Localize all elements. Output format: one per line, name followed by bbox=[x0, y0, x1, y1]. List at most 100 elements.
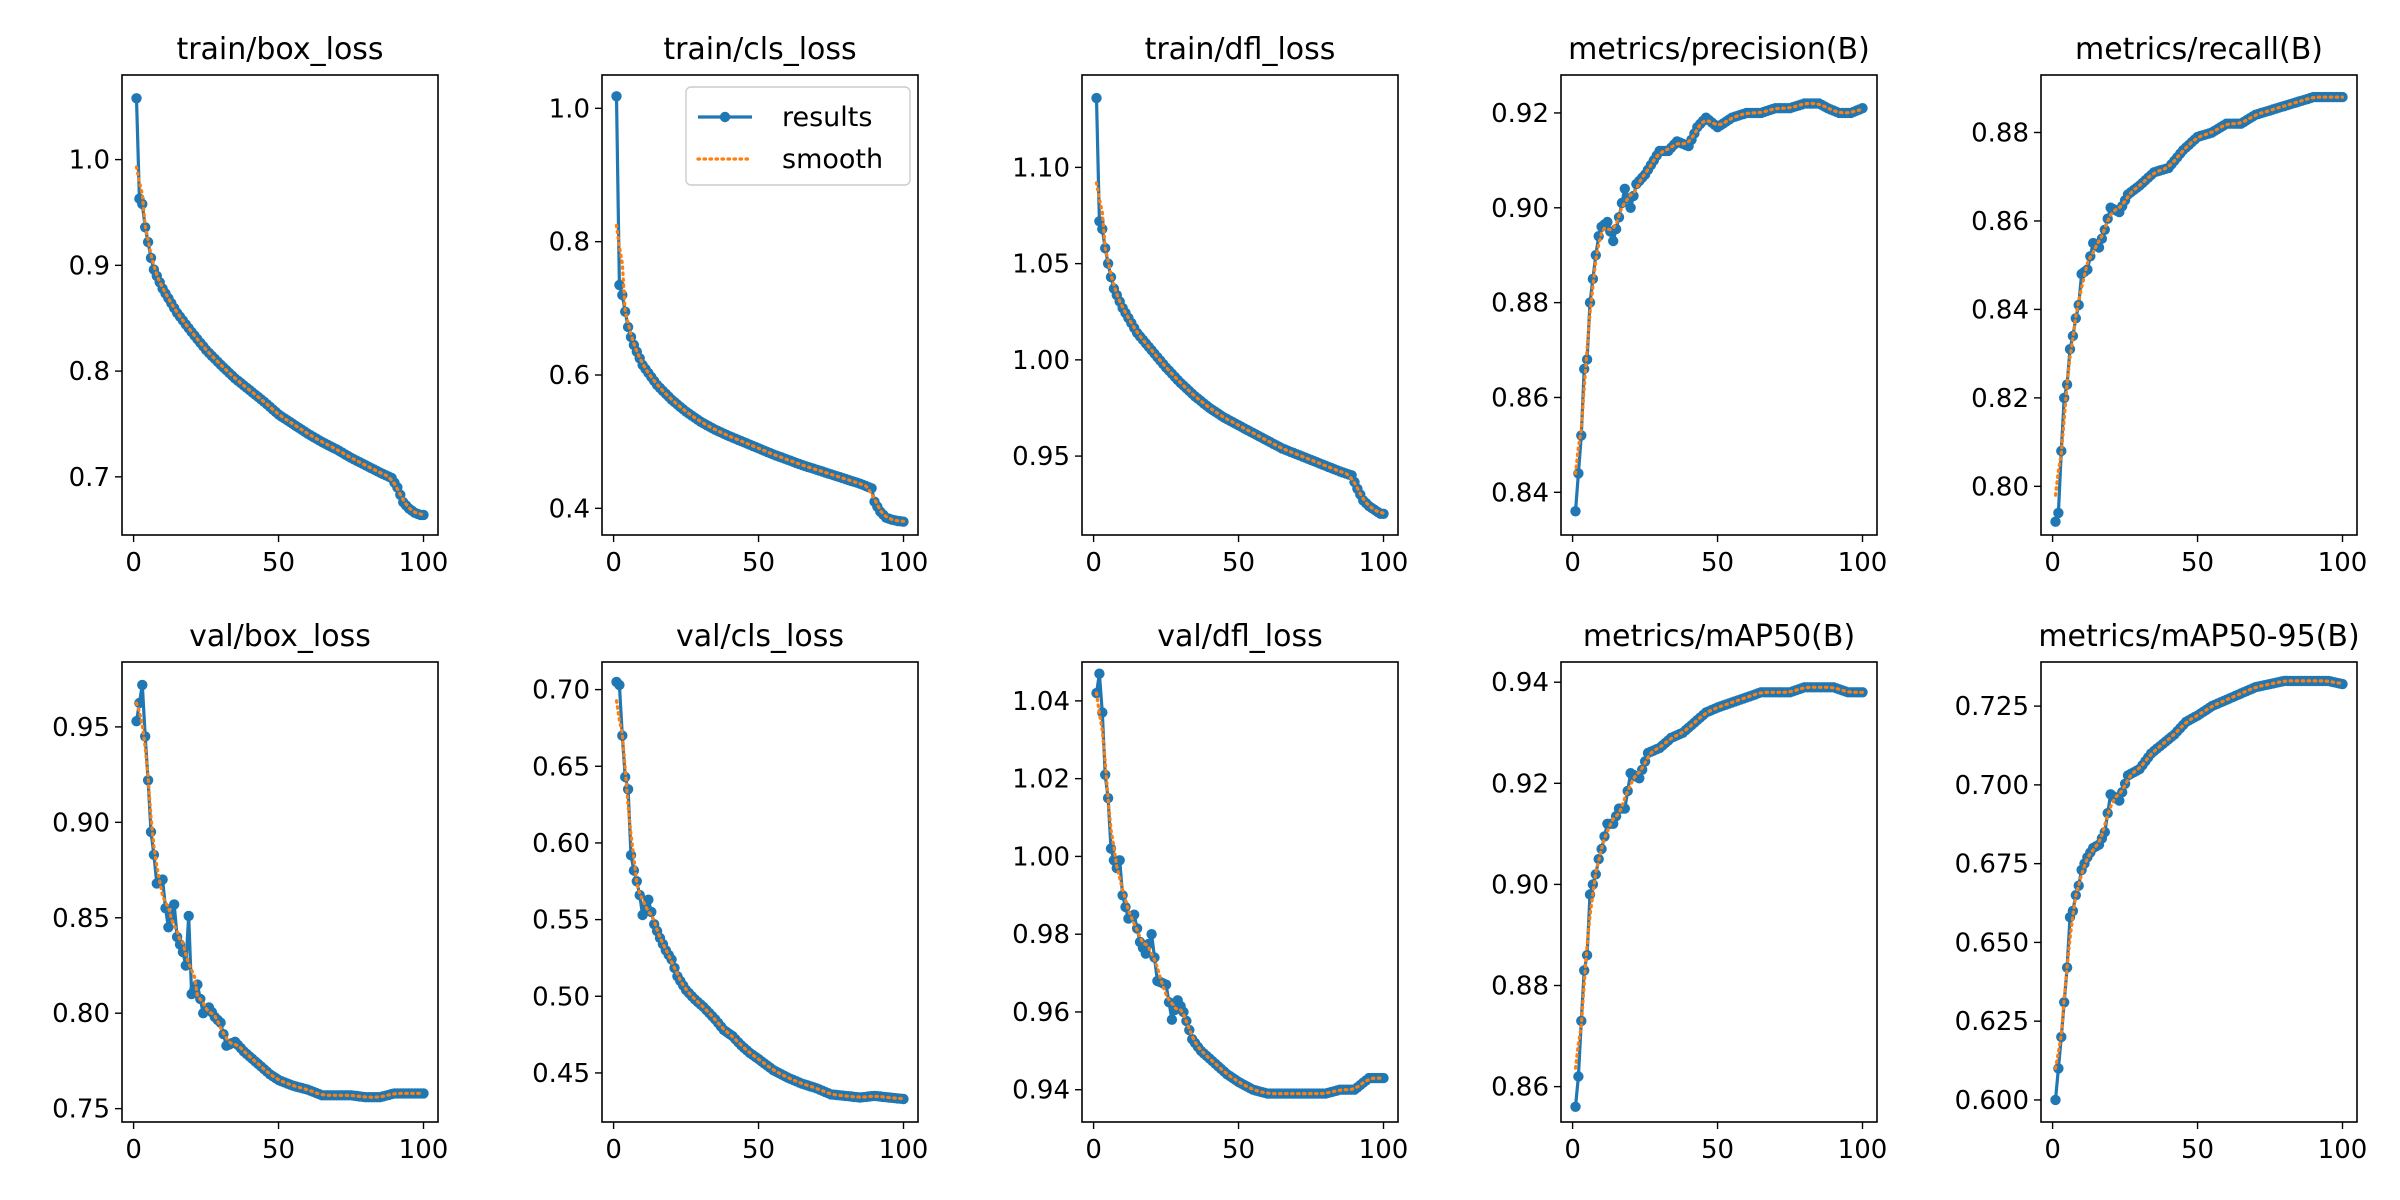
y-tick-label: 0.96 bbox=[1012, 998, 1070, 1028]
y-tick-label: 1.02 bbox=[1012, 765, 1070, 795]
results-point bbox=[1102, 792, 1114, 804]
chart-title: metrics/mAP50(B) bbox=[1583, 619, 1855, 654]
y-tick-label: 0.90 bbox=[1491, 870, 1549, 900]
results-point bbox=[614, 679, 625, 691]
axes-frame bbox=[1081, 74, 1399, 536]
x-tick-label: 0 bbox=[1564, 1135, 1581, 1165]
y-tick-label: 0.84 bbox=[1971, 295, 2029, 325]
x-tick-label: 50 bbox=[1222, 548, 1255, 578]
results-point bbox=[1114, 855, 1125, 866]
results-point bbox=[2337, 678, 2348, 690]
x-tick-label: 100 bbox=[399, 548, 449, 578]
smooth-series-line bbox=[2053, 679, 2345, 1070]
x-tick-label: 100 bbox=[879, 1135, 929, 1165]
results-point bbox=[1146, 929, 1157, 940]
chart-title: metrics/precision(B) bbox=[1568, 32, 1870, 67]
x-tick-label: 50 bbox=[1701, 548, 1734, 578]
results-point bbox=[2067, 330, 2079, 342]
results-point bbox=[180, 960, 191, 971]
axes-frame bbox=[601, 74, 919, 536]
y-tick-label: 0.6 bbox=[549, 361, 590, 391]
x-tick-label: 0 bbox=[1564, 548, 1581, 578]
smooth-series-line bbox=[1094, 181, 1386, 515]
axes-frame bbox=[1560, 661, 1878, 1123]
x-tick-label: 0 bbox=[125, 548, 142, 578]
x-tick-label: 100 bbox=[2318, 548, 2368, 578]
x-tick-label: 0 bbox=[125, 1135, 142, 1165]
chart-title: metrics/mAP50-95(B) bbox=[2038, 619, 2359, 654]
y-tick-label: 0.45 bbox=[532, 1059, 590, 1089]
y-tick-label: 1.0 bbox=[69, 146, 110, 176]
axes-frame bbox=[1560, 74, 1878, 536]
results-point bbox=[2070, 313, 2081, 324]
results-point bbox=[142, 236, 154, 248]
results-point bbox=[1857, 103, 1868, 114]
y-tick-label: 0.60 bbox=[532, 829, 590, 859]
axes-frame bbox=[2040, 74, 2358, 536]
results-point bbox=[1608, 235, 1619, 247]
y-tick-label: 1.05 bbox=[1012, 250, 1070, 280]
y-tick-label: 1.00 bbox=[1012, 842, 1070, 872]
y-tick-label: 0.85 bbox=[52, 904, 110, 934]
smooth-series-line bbox=[134, 165, 426, 517]
results-point bbox=[1584, 889, 1596, 900]
results-point bbox=[2073, 880, 2084, 891]
chart-title: train/dfl_loss bbox=[1145, 32, 1336, 67]
smooth-series-line bbox=[614, 223, 906, 523]
chart-panel: val/dfl_loss 0 50 100 0.94 0.96 0.98 1.00 1.02 1.… bbox=[1012, 619, 1408, 1165]
results-point bbox=[1143, 938, 1154, 950]
y-tick-label: 1.0 bbox=[549, 94, 590, 124]
chart-panel: metrics/mAP50-95(B) 0 50 100 0.600 0.625 0.650… bbox=[1955, 619, 2368, 1165]
results-point bbox=[2050, 516, 2061, 527]
chart-panel: val/cls_loss 0 50 100 0.45 0.50 0.55 0.60 0.65 0.… bbox=[532, 619, 928, 1165]
y-tick-label: 0.8 bbox=[69, 357, 110, 387]
results-series-line bbox=[2053, 95, 2343, 523]
x-tick-label: 0 bbox=[605, 548, 622, 578]
results-point bbox=[1602, 216, 1613, 228]
results-point bbox=[1634, 773, 1645, 784]
results-point bbox=[1573, 1071, 1584, 1082]
x-tick-label: 0 bbox=[1085, 1135, 1102, 1165]
y-tick-label: 0.98 bbox=[1012, 920, 1070, 950]
y-tick-label: 0.88 bbox=[1491, 289, 1549, 319]
axes-frame bbox=[121, 74, 439, 536]
legend-results-marker bbox=[719, 111, 731, 123]
x-tick-label: 50 bbox=[742, 548, 775, 578]
x-tick-label: 100 bbox=[2318, 1135, 2368, 1165]
chart-panel: metrics/recall(B) 0 50 100 0.80 0.82 0.84 0.86 0… bbox=[1971, 32, 2367, 578]
y-tick-label: 0.9 bbox=[69, 251, 110, 281]
x-tick-label: 100 bbox=[399, 1135, 449, 1165]
x-tick-label: 100 bbox=[1359, 548, 1409, 578]
x-tick-label: 0 bbox=[2044, 548, 2061, 578]
results-point bbox=[898, 1093, 909, 1105]
results-point bbox=[2050, 1094, 2061, 1106]
x-tick-label: 50 bbox=[2181, 1135, 2214, 1165]
y-tick-label: 0.55 bbox=[532, 906, 590, 936]
y-tick-label: 0.90 bbox=[1491, 194, 1549, 224]
y-tick-label: 0.88 bbox=[1971, 119, 2029, 149]
y-tick-label: 0.82 bbox=[1971, 384, 2029, 414]
axes-frame bbox=[1081, 661, 1399, 1123]
results-point bbox=[2053, 507, 2064, 519]
results-point bbox=[2061, 379, 2073, 390]
y-tick-label: 0.84 bbox=[1491, 478, 1549, 508]
x-tick-label: 50 bbox=[742, 1135, 775, 1165]
legend: results smooth bbox=[685, 86, 911, 186]
y-tick-label: 0.95 bbox=[1012, 442, 1070, 472]
y-tick-label: 0.90 bbox=[52, 808, 110, 838]
x-tick-label: 0 bbox=[1085, 548, 1102, 578]
results-point bbox=[1619, 183, 1631, 194]
y-tick-label: 0.700 bbox=[1955, 771, 2029, 801]
results-point bbox=[137, 679, 148, 691]
results-point bbox=[1570, 506, 1581, 517]
y-tick-label: 1.00 bbox=[1012, 346, 1070, 376]
y-tick-label: 0.92 bbox=[1491, 769, 1549, 799]
results-point bbox=[169, 899, 180, 910]
results-point bbox=[1140, 948, 1152, 959]
chart-panel: train/dfl_loss 0 50 100 0.95 1.00 1.05 1.10 bbox=[1012, 32, 1408, 578]
legend-label-results: results bbox=[782, 102, 872, 133]
y-tick-label: 0.80 bbox=[1971, 472, 2029, 502]
results-point bbox=[1120, 901, 1131, 913]
chart-title: train/box_loss bbox=[176, 32, 383, 67]
chart-title: metrics/recall(B) bbox=[2075, 32, 2323, 67]
